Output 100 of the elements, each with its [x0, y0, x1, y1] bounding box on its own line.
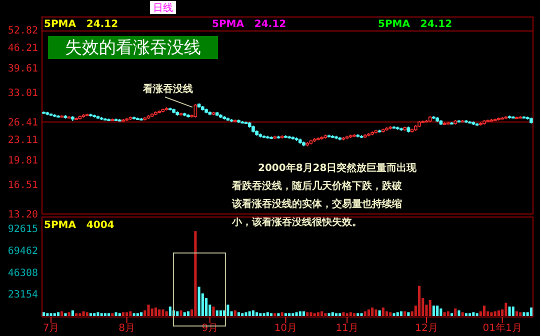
bar [428, 300, 432, 316]
bar [219, 310, 222, 316]
bar [183, 312, 186, 316]
bar [364, 311, 366, 316]
bar [519, 312, 522, 316]
bar [111, 313, 114, 316]
bar [468, 313, 472, 316]
bar [100, 313, 103, 316]
bar [93, 313, 96, 316]
bar [450, 313, 454, 316]
bar [82, 311, 85, 316]
bar [306, 312, 309, 316]
bar [42, 312, 46, 316]
bar [165, 311, 168, 316]
y-tick-label: 46.21 [8, 43, 38, 54]
bar [400, 311, 402, 316]
bar [461, 312, 464, 316]
bar [256, 312, 258, 316]
bar [316, 312, 320, 316]
bar [515, 311, 518, 316]
bar [168, 306, 172, 316]
bar [436, 306, 439, 316]
y-tick-label: 69462 [8, 246, 38, 258]
bar [68, 312, 70, 316]
bar [328, 313, 330, 316]
bar [494, 311, 496, 316]
bar [310, 312, 312, 316]
bar [140, 312, 143, 316]
bar [252, 310, 254, 316]
bar [86, 312, 88, 316]
bar [458, 310, 460, 316]
x-tick-label: 11月 [336, 323, 358, 334]
x-tick-label: 01年1月 [482, 322, 522, 334]
bar [212, 306, 215, 316]
bar [407, 312, 410, 316]
bar [244, 312, 248, 316]
bar [274, 313, 276, 316]
bar [522, 312, 526, 316]
y-tick-label: 33.01 [8, 88, 38, 99]
bar [194, 231, 197, 316]
bar [241, 313, 244, 316]
bar [118, 313, 121, 316]
bar [132, 313, 136, 316]
bar [186, 311, 190, 316]
bar [504, 302, 508, 316]
bar [248, 311, 251, 316]
bar [443, 312, 446, 316]
y-tick-label: 16.51 [8, 180, 38, 191]
bar [89, 313, 92, 316]
bar [371, 308, 374, 316]
bar [512, 306, 514, 316]
bar [53, 313, 56, 316]
bar [78, 313, 82, 316]
bar [349, 312, 352, 316]
bar [234, 310, 236, 316]
bar [154, 308, 157, 316]
bar [266, 312, 269, 316]
candlestick [194, 104, 198, 118]
text: 5PMA 24.12 [212, 19, 286, 30]
bar [150, 308, 154, 316]
bar [356, 313, 360, 316]
bar [259, 313, 262, 316]
bar [216, 310, 218, 316]
bar [198, 286, 200, 316]
bar [295, 312, 298, 316]
bar [353, 313, 356, 316]
bar [360, 313, 363, 316]
bar [392, 313, 396, 316]
bar [331, 312, 334, 316]
y-tick-label: 23.11 [8, 135, 38, 146]
y-tick-label: 26.41 [8, 117, 38, 128]
bar [446, 311, 450, 316]
bar [292, 313, 294, 316]
x-tick-label: 7月 [42, 323, 60, 334]
text: 失效的看涨吞没线 [65, 38, 201, 58]
bar [497, 310, 500, 316]
annotation: 5PMA 4004 [44, 220, 114, 231]
bar [432, 306, 435, 316]
y-tick-label: 19.81 [8, 156, 38, 167]
bar [136, 313, 139, 316]
bar [374, 309, 378, 316]
bar [342, 312, 345, 316]
bar [129, 311, 132, 316]
bar [302, 311, 306, 316]
bar [284, 313, 287, 316]
bar [378, 310, 381, 316]
y-tick-label: 13.20 [8, 210, 38, 220]
bar [346, 313, 348, 316]
y-tick-label: 46308 [8, 268, 38, 279]
bar [237, 312, 240, 316]
bar [418, 286, 421, 316]
bar [147, 304, 150, 316]
x-tick-label: 8月 [118, 323, 136, 334]
bar [114, 312, 118, 316]
bar [270, 313, 273, 316]
annotation: 看涨吞没线 [142, 83, 193, 95]
bar [298, 311, 302, 316]
bar [508, 306, 511, 316]
bar [75, 313, 78, 316]
text: 5PMA 24.12 [44, 19, 118, 30]
